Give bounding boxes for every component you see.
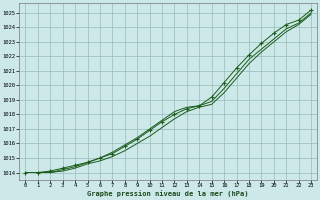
- X-axis label: Graphe pression niveau de la mer (hPa): Graphe pression niveau de la mer (hPa): [87, 190, 249, 197]
